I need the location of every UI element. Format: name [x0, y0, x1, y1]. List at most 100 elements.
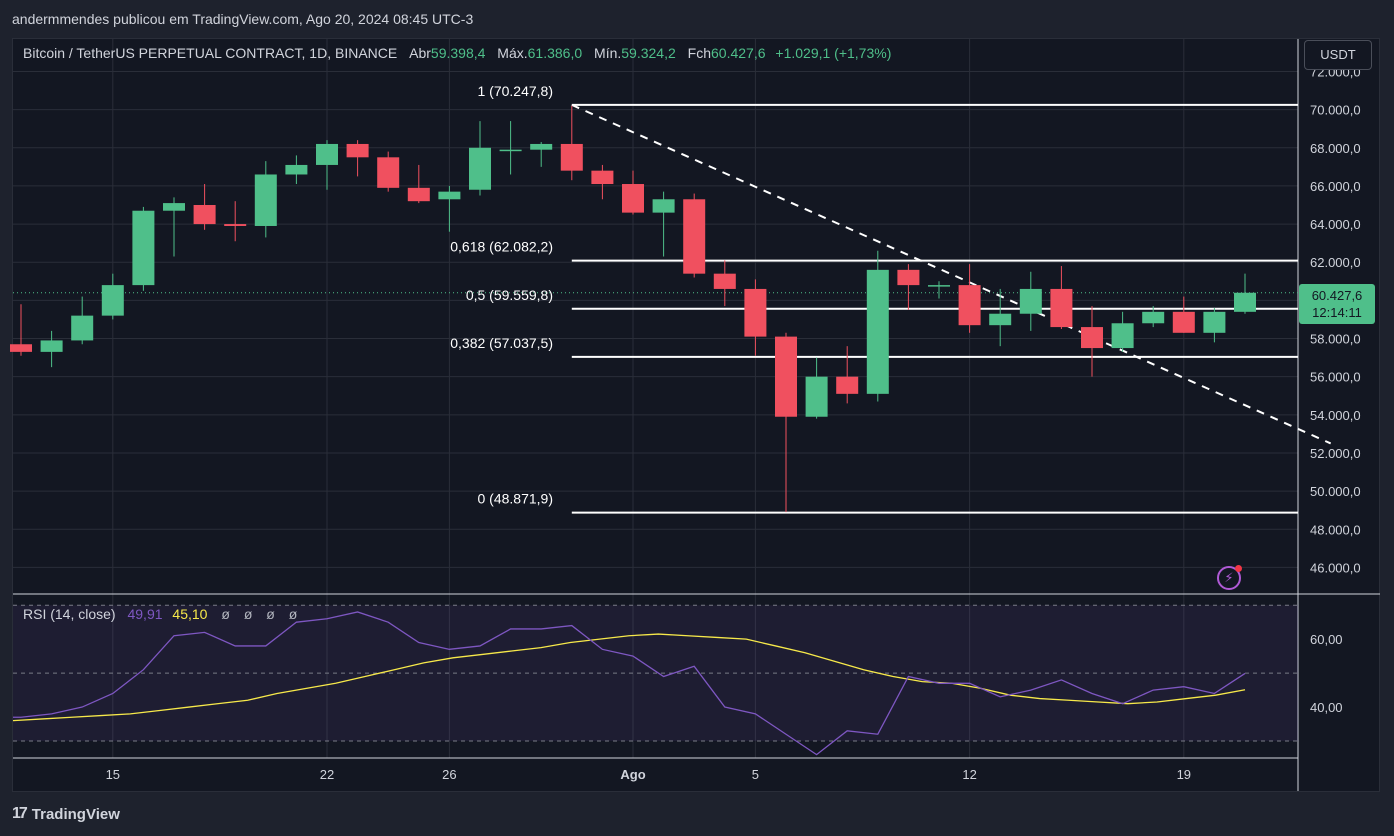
y-tick-label: 62.000,0	[1310, 255, 1361, 270]
rsi-na-value: ø	[221, 606, 230, 622]
candle-body	[438, 191, 461, 200]
candle-body	[897, 269, 920, 286]
candle-body	[836, 376, 859, 394]
rsi-ma-value: 45,10	[172, 606, 208, 622]
fib-level-label: 1 (70.247,8)	[478, 83, 554, 99]
last-price: 60.427,6	[1311, 288, 1363, 303]
candle-body	[407, 187, 430, 202]
candle-body	[622, 184, 644, 213]
y-tick-label: 54.000,0	[1310, 408, 1361, 423]
rsi-line	[13, 611, 1246, 756]
open-value: 59.398,4	[430, 45, 486, 61]
candle-body	[866, 269, 889, 394]
candle-body	[805, 376, 828, 417]
open-label: Abr	[409, 45, 431, 61]
y-tick-label: 70.000,0	[1310, 103, 1361, 118]
rsi-legend: RSI (14, close) 49,91 45,10 ø ø ø ø	[23, 606, 297, 622]
last-price-badge: 60.427,6 12:14:11	[1299, 284, 1375, 324]
candle-body	[193, 205, 216, 225]
publisher-info: andermmendes publicou em TradingView.com…	[12, 11, 474, 27]
fib-level-label: 0,5 (59.559,8)	[466, 287, 553, 303]
y-tick-label: 66.000,0	[1310, 179, 1361, 194]
rsi-na-value: ø	[288, 606, 298, 622]
rsi-name[interactable]: RSI (14, close)	[23, 606, 116, 622]
candle-body	[1050, 288, 1073, 328]
rsi-na-value: ø	[266, 606, 275, 622]
fib-level-label: 0 (48.871,9)	[478, 491, 554, 507]
y-tick-label: 64.000,0	[1310, 217, 1361, 232]
candle-body	[1142, 311, 1165, 324]
symbol-name[interactable]: Bitcoin / TetherUS PERPETUAL CONTRACT, 1…	[23, 45, 398, 61]
candle-body	[224, 224, 247, 226]
change-value: +1.029,1 (+1,73%)	[775, 45, 892, 61]
alert-bolt-icon[interactable]: ⚡	[1217, 565, 1242, 590]
candle-body	[591, 170, 614, 185]
candle-body	[928, 285, 950, 287]
candle-body	[560, 143, 583, 171]
candle-body	[958, 285, 981, 326]
candle-body	[1111, 323, 1134, 349]
candle-body	[469, 147, 491, 190]
fib-level-label: 0,618 (62.082,2)	[450, 239, 553, 255]
fib-level-label: 0,382 (57.037,5)	[450, 335, 553, 351]
x-tick-label: 22	[320, 767, 334, 782]
y-tick-label: 48.000,0	[1310, 522, 1361, 537]
rsi-tick-label: 40,00	[1310, 700, 1343, 715]
candle-body	[163, 203, 185, 211]
rsi-value: 49,91	[127, 606, 163, 622]
trendline	[571, 103, 1332, 445]
bar-countdown: 12:14:11	[1312, 305, 1362, 320]
candle-body	[132, 210, 155, 286]
rsi-na-value: ø	[243, 606, 253, 622]
candle-body	[285, 164, 308, 175]
notification-dot	[1235, 565, 1242, 572]
tradingview-logo-icon: 17	[12, 805, 28, 822]
candle-body	[101, 285, 124, 316]
x-tick-label: Ago	[620, 767, 645, 782]
candle-body	[1172, 311, 1195, 333]
candle-body	[989, 313, 1012, 326]
candle-body	[316, 143, 338, 165]
candle-body	[1234, 292, 1256, 312]
candle-body	[40, 340, 63, 352]
candle-body	[775, 336, 797, 417]
low-label: Mín.	[594, 45, 622, 61]
x-tick-label: 26	[442, 767, 456, 782]
currency-button[interactable]: USDT	[1304, 40, 1372, 70]
candle-body	[713, 273, 736, 289]
low-value: 59.324,2	[621, 45, 676, 61]
candle-body	[1203, 311, 1226, 333]
top-bar: andermmendes publicou em TradingView.com…	[0, 0, 1394, 38]
y-tick-label: 56.000,0	[1310, 370, 1361, 385]
close-label: Fch	[687, 45, 711, 61]
y-tick-label: 52.000,0	[1310, 446, 1361, 461]
rsi-ma-line	[12, 633, 1246, 722]
candle-body	[10, 344, 32, 352]
candle-body	[683, 199, 706, 274]
x-tick-label: 15	[106, 767, 120, 782]
candle-body	[1081, 327, 1103, 349]
candle-body	[71, 315, 94, 341]
candle-body	[1019, 288, 1042, 314]
rsi-tick-label: 60,00	[1310, 632, 1343, 647]
x-tick-label: 5	[752, 767, 759, 782]
candle-body	[744, 288, 767, 337]
candle-body	[530, 143, 553, 150]
candle-body	[652, 199, 675, 213]
brand-name: TradingView	[31, 805, 120, 823]
symbol-legend: Bitcoin / TetherUS PERPETUAL CONTRACT, 1…	[23, 45, 891, 61]
candle-body	[346, 143, 369, 158]
x-tick-label: 19	[1177, 767, 1191, 782]
tradingview-logo[interactable]: 17 TradingView	[12, 805, 120, 823]
high-label: Máx.	[497, 45, 528, 61]
y-tick-label: 46.000,0	[1310, 560, 1361, 575]
high-value: 61.386,0	[527, 45, 583, 61]
close-value: 60.427,6	[711, 45, 766, 61]
x-tick-label: 12	[962, 767, 976, 782]
y-tick-label: 68.000,0	[1310, 141, 1361, 156]
candle-body	[499, 149, 522, 152]
candle-body	[377, 157, 400, 188]
candle-body	[254, 174, 277, 226]
y-tick-label: 50.000,0	[1310, 484, 1361, 499]
